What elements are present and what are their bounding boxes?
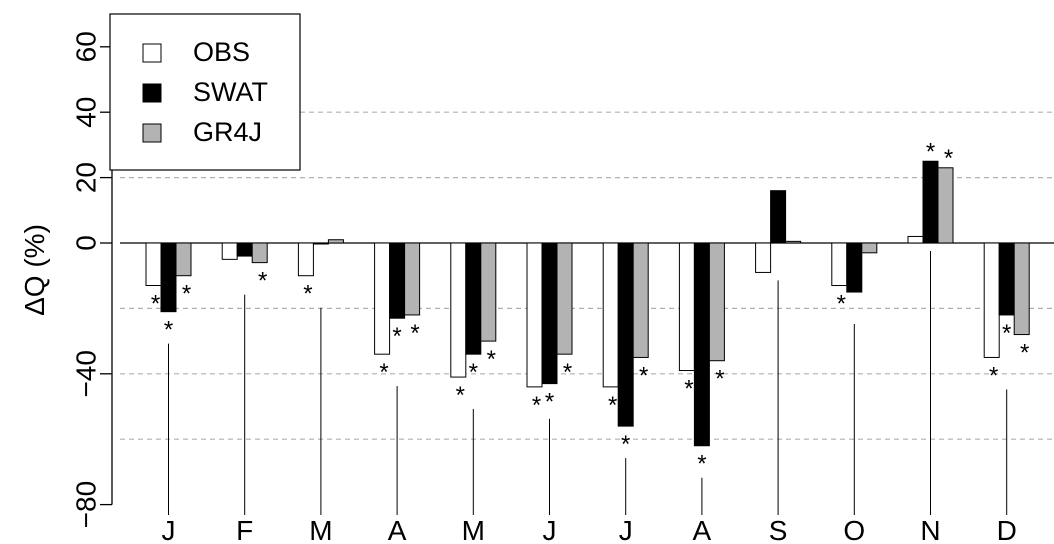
bar-obs	[145, 242, 162, 287]
bar-gr4j	[1013, 242, 1030, 336]
y-tick-label: −80	[70, 481, 101, 528]
legend-swatch-gr4j	[142, 123, 162, 143]
bar-obs	[450, 242, 467, 378]
significance-star: *	[487, 346, 496, 373]
significance-star: *	[944, 145, 953, 172]
y-tick-label: 20	[70, 162, 101, 193]
bar-obs	[297, 242, 314, 277]
x-tick-label: N	[920, 515, 940, 544]
bar-gr4j	[404, 242, 421, 316]
x-tick-label: O	[843, 515, 865, 544]
significance-star: *	[151, 291, 160, 318]
bar-gr4j	[861, 242, 878, 254]
bar-obs	[374, 242, 391, 355]
y-tick-label: 0	[70, 235, 101, 251]
bar-swat	[846, 242, 863, 293]
bar-gr4j	[785, 240, 802, 244]
x-tick-label: M	[462, 515, 485, 544]
x-tick-label: M	[309, 515, 332, 544]
significance-star: *	[410, 320, 419, 347]
bar-gr4j	[327, 239, 344, 244]
bar-gr4j	[937, 167, 954, 244]
bar-swat	[617, 242, 634, 427]
legend: OBS SWAT GR4J	[109, 13, 301, 171]
significance-star: *	[164, 317, 173, 344]
bar-swat	[922, 160, 939, 244]
bar-obs	[678, 242, 695, 372]
bar-swat	[236, 242, 253, 257]
significance-star: *	[639, 362, 648, 389]
gridlines	[120, 111, 1054, 440]
x-tick-label: J	[619, 515, 633, 544]
bar-gr4j	[632, 242, 649, 358]
bar-swat	[389, 242, 406, 319]
significance-star: *	[379, 359, 388, 386]
significance-star: *	[182, 281, 191, 308]
significance-markers: *** * *** *** ** ***** ***** ****	[151, 138, 1030, 477]
significance-star: *	[532, 392, 541, 419]
x-tick-label: F	[236, 515, 253, 544]
y-tick-label: −40	[70, 350, 101, 398]
bar-swat	[160, 242, 177, 313]
bar-obs	[983, 242, 1000, 358]
significance-star: *	[563, 359, 572, 386]
bar-swat	[312, 242, 329, 245]
bar-swat	[770, 190, 787, 244]
bar-gr4j	[708, 242, 725, 362]
significance-star: *	[456, 382, 465, 409]
significance-star: *	[926, 138, 935, 165]
y-tick-label: 60	[70, 31, 101, 62]
bar-swat	[465, 242, 482, 355]
bars	[145, 160, 1030, 447]
legend-label-obs: OBS	[193, 37, 250, 67]
significance-star: *	[989, 362, 998, 389]
significance-star: *	[303, 281, 312, 308]
bar-obs	[221, 242, 238, 260]
bar-gr4j	[480, 242, 497, 342]
x-tick-label: S	[769, 515, 788, 544]
significance-star: *	[837, 291, 846, 318]
x-tick-label: J	[543, 515, 557, 544]
significance-star: *	[684, 376, 693, 403]
significance-star: *	[1002, 320, 1011, 347]
legend-label-swat: SWAT	[193, 77, 268, 107]
x-tick-label: D	[997, 515, 1017, 544]
bar-obs	[526, 242, 543, 388]
significance-star: *	[715, 366, 724, 393]
y-axis: −80 −40 0 20 40 60	[70, 31, 113, 528]
stems	[168, 251, 1008, 515]
bar-swat	[693, 242, 710, 447]
bar-gr4j	[251, 242, 268, 264]
significance-star: *	[621, 431, 630, 458]
significance-star: *	[469, 359, 478, 386]
significance-star: *	[258, 268, 267, 295]
bar-gr4j	[175, 242, 192, 277]
y-tick-label: 40	[70, 97, 101, 128]
legend-label-gr4j: GR4J	[193, 117, 262, 147]
x-tick-label: A	[388, 515, 407, 544]
legend-swatch-swat	[142, 83, 162, 103]
significance-star: *	[545, 389, 554, 416]
significance-star: *	[697, 451, 706, 478]
bar-swat	[541, 242, 558, 385]
significance-star: *	[608, 392, 617, 419]
x-tick-label: A	[693, 515, 712, 544]
significance-star: *	[1020, 340, 1029, 367]
bar-gr4j	[556, 242, 573, 355]
bar-swat	[998, 242, 1015, 316]
legend-swatch-obs	[142, 43, 162, 63]
bar-obs	[755, 242, 772, 273]
legend-box	[109, 13, 301, 171]
significance-star: *	[392, 323, 401, 350]
bar-obs	[602, 242, 619, 388]
bar-obs	[831, 242, 848, 287]
bar-obs	[907, 235, 924, 244]
y-axis-title: ΔQ (%)	[19, 224, 50, 316]
x-tick-label: J	[162, 515, 176, 544]
